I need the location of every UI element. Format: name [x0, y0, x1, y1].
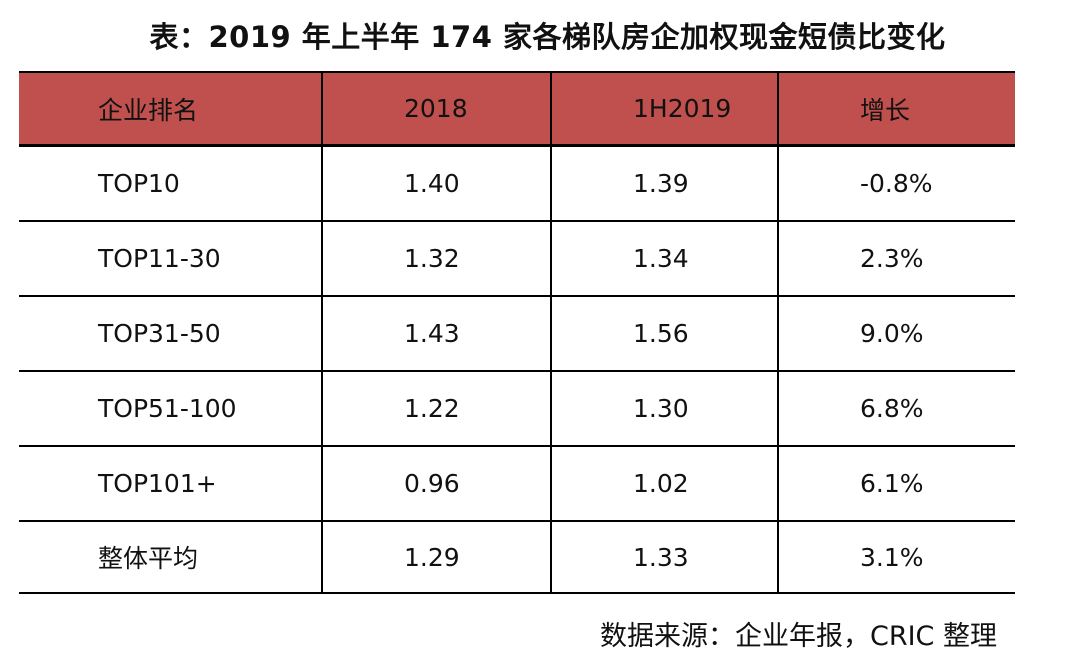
- value-2018-cell: 1.32: [321, 221, 551, 297]
- table-row: TOP101+ 0.96 1.02 6.1%: [19, 446, 1015, 522]
- column-header-rank: 企业排名: [19, 71, 322, 147]
- rank-cell: TOP51-100: [19, 371, 322, 447]
- column-header-growth: 增长: [777, 71, 1015, 147]
- value-2018-cell: 1.22: [321, 371, 551, 447]
- growth-cell: 6.8%: [777, 371, 1015, 447]
- value-2018-cell: 0.96: [321, 446, 551, 522]
- rank-cell: TOP101+: [19, 446, 322, 522]
- table-row-average: 整体平均 1.29 1.33 3.1%: [19, 521, 1015, 594]
- value-1h2019-cell: 1.30: [550, 371, 778, 447]
- column-header-2018: 2018: [321, 71, 551, 147]
- table-row: TOP11-30 1.32 1.34 2.3%: [19, 221, 1015, 297]
- growth-cell: 3.1%: [777, 521, 1015, 594]
- value-1h2019-cell: 1.39: [550, 145, 778, 222]
- rank-cell: 整体平均: [19, 521, 322, 594]
- growth-cell: -0.8%: [777, 145, 1015, 222]
- value-2018-cell: 1.40: [321, 145, 551, 222]
- table-row: TOP31-50 1.43 1.56 9.0%: [19, 296, 1015, 372]
- rank-cell: TOP31-50: [19, 296, 322, 372]
- growth-cell: 9.0%: [777, 296, 1015, 372]
- column-header-1h2019: 1H2019: [550, 71, 778, 147]
- growth-cell: 2.3%: [777, 221, 1015, 297]
- data-table: 企业排名 2018 1H2019 增长 TOP10 1.40 1.39 -0.8…: [19, 71, 1015, 594]
- value-2018-cell: 1.43: [321, 296, 551, 372]
- table-header-row: 企业排名 2018 1H2019 增长: [19, 71, 1015, 147]
- table-title: 表：2019 年上半年 174 家各梯队房企加权现金短债比变化: [149, 20, 946, 54]
- value-1h2019-cell: 1.02: [550, 446, 778, 522]
- value-1h2019-cell: 1.56: [550, 296, 778, 372]
- rank-cell: TOP10: [19, 145, 322, 222]
- growth-cell: 6.1%: [777, 446, 1015, 522]
- value-1h2019-cell: 1.34: [550, 221, 778, 297]
- rank-cell: TOP11-30: [19, 221, 322, 297]
- value-2018-cell: 1.29: [321, 521, 551, 594]
- source-note: 数据来源：企业年报，CRIC 整理: [599, 621, 997, 652]
- table-row: TOP10 1.40 1.39 -0.8%: [19, 145, 1015, 222]
- value-1h2019-cell: 1.33: [550, 521, 778, 594]
- table-row: TOP51-100 1.22 1.30 6.8%: [19, 371, 1015, 447]
